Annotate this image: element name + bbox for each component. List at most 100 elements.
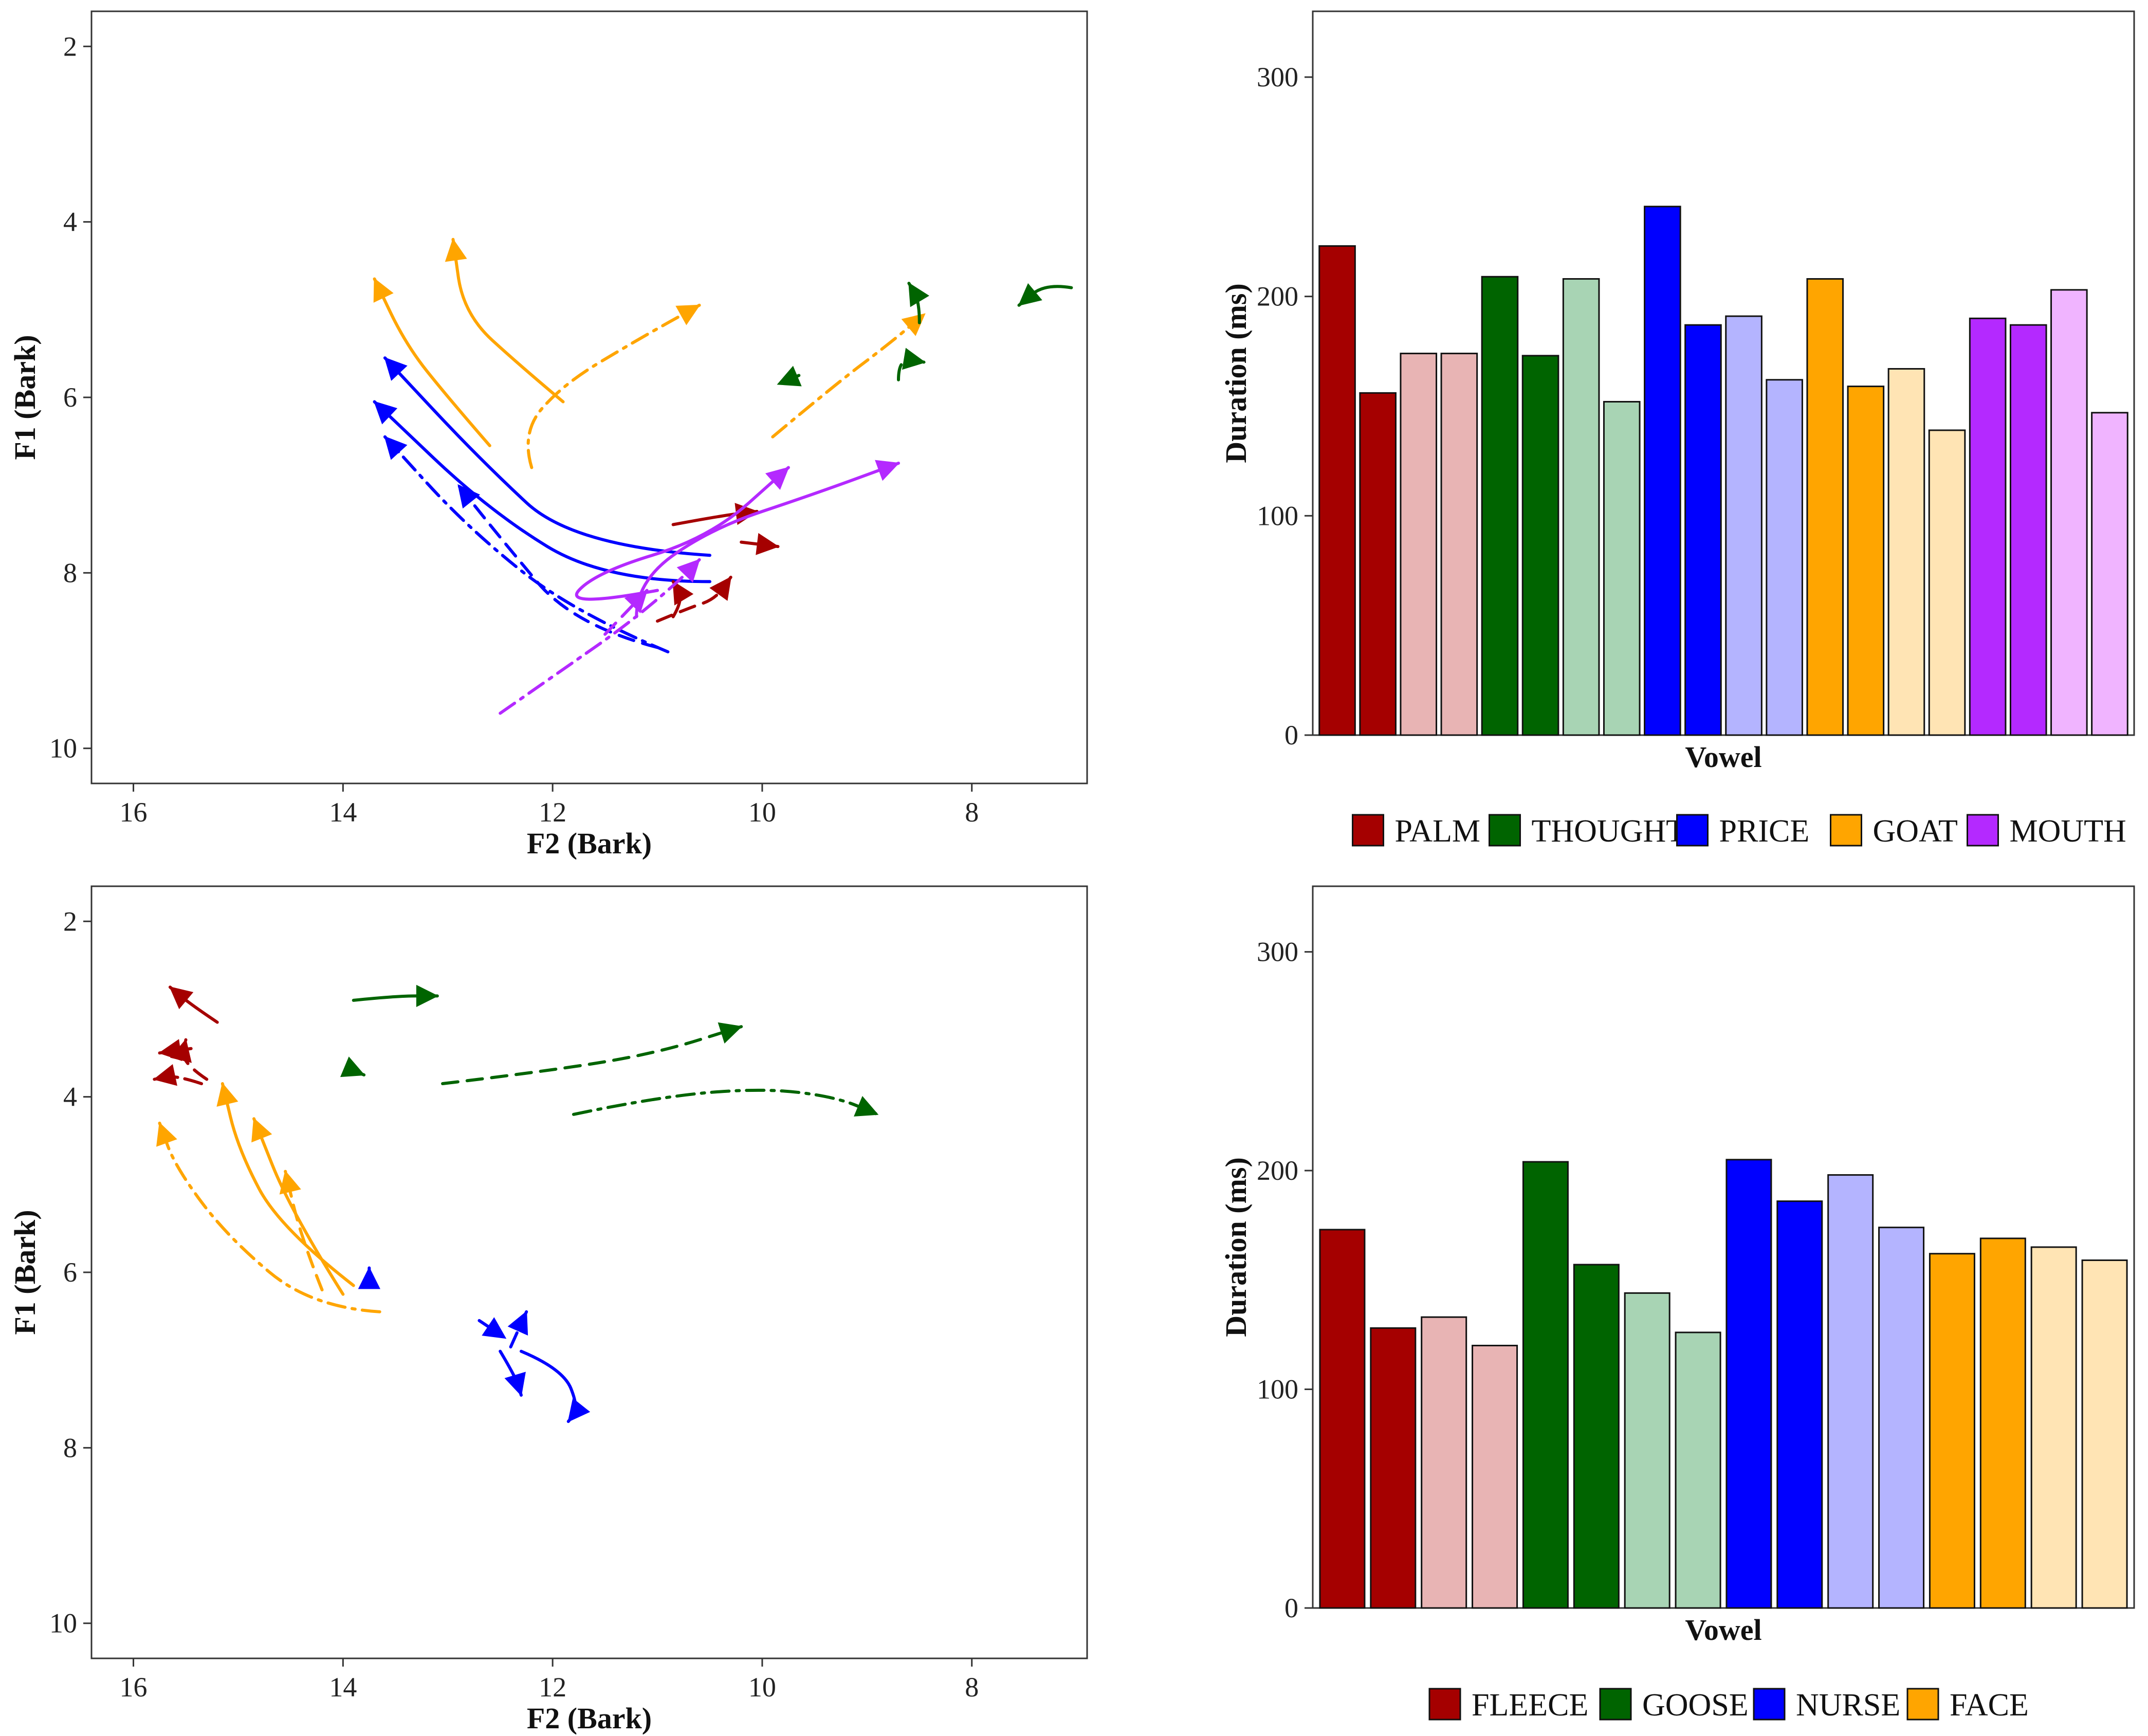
trajectory-arrowhead (675, 304, 701, 325)
y-tick-label: 100 (1257, 500, 1298, 531)
duration-bar (1521, 355, 1559, 736)
duration-bar (1319, 1229, 1366, 1609)
trajectory-arrowhead (416, 984, 439, 1007)
duration-bar (1969, 317, 2007, 736)
trajectory-line (158, 1121, 381, 1313)
legend-item: NURSE (1753, 1688, 1900, 1723)
duration-bar (1847, 386, 1885, 736)
y-tick-label: 100 (1257, 1374, 1298, 1405)
y-tick-label: 8 (63, 557, 77, 588)
duration-bar (1472, 1344, 1518, 1609)
y-axis-title: F1 (Bark) (8, 335, 42, 460)
y-axis-title: F1 (Bark) (8, 1210, 42, 1335)
trajectory-arrowhead (216, 1082, 238, 1107)
trajectory-line (603, 589, 649, 636)
x-axis-title: F2 (Bark) (527, 827, 652, 860)
duration-bar (1481, 276, 1519, 736)
trajectory-line (526, 303, 701, 469)
y-tick-label: 2 (63, 906, 77, 937)
legend-swatch (1830, 814, 1862, 847)
legend-swatch (1352, 814, 1384, 847)
plot-frame (90, 10, 1088, 784)
trajectory-arrowhead (567, 1398, 591, 1422)
x-tick-label: 10 (748, 1672, 776, 1703)
x-tick-label: 12 (539, 1672, 566, 1703)
trajectory-arrowhead (169, 986, 194, 1010)
plot-frame (90, 885, 1088, 1659)
y-tick-label: 10 (49, 1608, 77, 1639)
trajectory-arrowhead (777, 366, 802, 387)
trajectory-arrowhead (676, 559, 701, 583)
trajectory-arrowhead (908, 282, 929, 307)
trajectory-arrowhead (854, 1096, 879, 1117)
legend-item: FLEECE (1428, 1688, 1588, 1723)
trajectory-arrowhead (153, 1064, 177, 1086)
duration-bar-chart-bottom: 0 100 200 300 Vowel Duration (ms) FLEECE GOOSE N… (1219, 885, 2135, 1723)
trajectory-line (373, 277, 491, 447)
y-tick-label: 200 (1257, 281, 1298, 312)
formant-plot-bottom: 16 14 12 10 8 2 4 6 8 10 F2 (Bark) F1 (Bark) (8, 885, 1088, 1735)
legend-item: MOUTH (1967, 814, 2126, 849)
legend-label: GOOSE (1642, 1688, 1749, 1723)
duration-bar (1421, 1316, 1467, 1609)
trajectory-arrowhead (902, 348, 926, 370)
y-axis-title: Duration (ms) (1219, 1157, 1253, 1337)
trajectory-arrowhead (709, 576, 732, 601)
y-tick-label: 300 (1257, 937, 1298, 967)
duration-bar (1725, 1159, 1772, 1609)
legend-label: THOUGHT (1532, 814, 1686, 849)
trajectory-line (456, 483, 659, 649)
y-tick-label: 4 (63, 1082, 77, 1112)
trajectory-line (284, 1169, 324, 1292)
legend-swatch (1489, 814, 1521, 847)
duration-bar (1675, 1331, 1721, 1609)
plot-frame (1312, 885, 2135, 1609)
x-tick-label: 14 (329, 1672, 357, 1703)
trajectory-line (383, 356, 711, 557)
duration-bar (2009, 324, 2047, 736)
y-tick-label: 6 (63, 1257, 77, 1288)
trajectory-arrowhead (384, 357, 408, 381)
trajectory-arrowhead (158, 1039, 182, 1062)
duration-bar (1725, 315, 1763, 736)
duration-bar (1644, 206, 1681, 736)
duration-bar (2091, 412, 2128, 736)
trajectory-arrowhead (445, 238, 467, 262)
trajectory-arrowhead (672, 580, 694, 606)
legend-item: GOAT (1830, 814, 1958, 849)
y-tick-label: 200 (1257, 1155, 1298, 1186)
trajectory-line (383, 435, 670, 653)
y-tick-label: 300 (1257, 62, 1298, 93)
duration-bar (1603, 400, 1641, 736)
trajectory-arrowhead (384, 436, 408, 460)
legend-label: FLEECE (1472, 1688, 1588, 1723)
trajectory-arrowhead (251, 1118, 272, 1143)
legend-label: PALM (1395, 814, 1481, 849)
x-tick-label: 12 (539, 797, 566, 828)
y-tick-label: 2 (63, 31, 77, 62)
trajectory-line (373, 400, 711, 583)
trajectory-line (499, 558, 701, 715)
trajectory-arrowhead (901, 313, 926, 336)
trajectory-arrowhead (1018, 283, 1042, 306)
duration-bar (1522, 1161, 1569, 1609)
duration-bar (1887, 368, 1925, 736)
y-tick-label: 8 (63, 1432, 77, 1463)
trajectory-arrowhead (358, 1267, 380, 1289)
legend-item: GOOSE (1599, 1688, 1749, 1723)
trajectory-line (352, 994, 439, 1002)
legend-item: THOUGHT (1489, 814, 1686, 849)
x-tick-label: 16 (120, 797, 148, 828)
legend-swatch (1753, 1688, 1786, 1721)
duration-bar (1370, 1327, 1417, 1609)
duration-bar (2030, 1246, 2077, 1609)
duration-bar (1359, 392, 1397, 736)
legend-swatch (1906, 1688, 1939, 1721)
x-tick-label: 16 (120, 1672, 148, 1703)
duration-bar (1624, 1292, 1670, 1609)
x-tick-label: 8 (965, 1672, 979, 1703)
legend: PALM THOUGHT PRICE GOAT MOUTH (1352, 814, 2126, 849)
legend-label: PRICE (1719, 814, 1810, 849)
trajectory-arrowhead (718, 1022, 743, 1044)
